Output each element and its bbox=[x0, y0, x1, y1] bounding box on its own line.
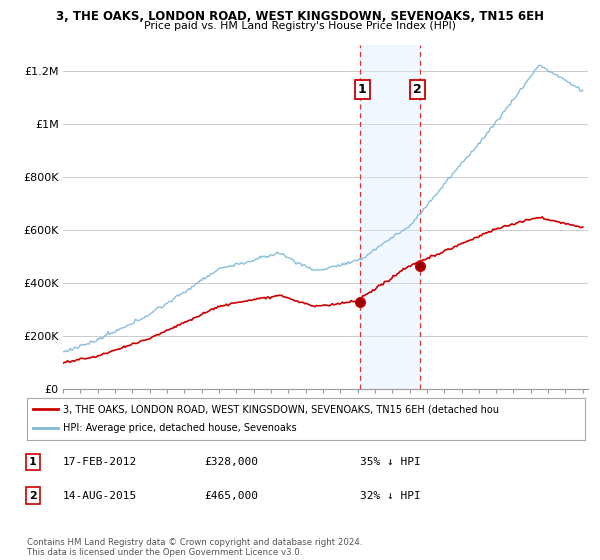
Text: £328,000: £328,000 bbox=[204, 457, 258, 467]
Text: Contains HM Land Registry data © Crown copyright and database right 2024.
This d: Contains HM Land Registry data © Crown c… bbox=[27, 538, 362, 557]
Bar bbox=[359, 45, 420, 389]
Text: 2: 2 bbox=[29, 491, 37, 501]
Text: 35% ↓ HPI: 35% ↓ HPI bbox=[360, 457, 421, 467]
Text: 3, THE OAKS, LONDON ROAD, WEST KINGSDOWN, SEVENOAKS, TN15 6EH: 3, THE OAKS, LONDON ROAD, WEST KINGSDOWN… bbox=[56, 10, 544, 23]
Text: £465,000: £465,000 bbox=[204, 491, 258, 501]
Text: HPI: Average price, detached house, Sevenoaks: HPI: Average price, detached house, Seve… bbox=[63, 423, 297, 433]
Text: 14-AUG-2015: 14-AUG-2015 bbox=[63, 491, 137, 501]
Text: 2: 2 bbox=[413, 83, 422, 96]
Text: Price paid vs. HM Land Registry's House Price Index (HPI): Price paid vs. HM Land Registry's House … bbox=[144, 21, 456, 31]
Text: 3, THE OAKS, LONDON ROAD, WEST KINGSDOWN, SEVENOAKS, TN15 6EH (detached hou: 3, THE OAKS, LONDON ROAD, WEST KINGSDOWN… bbox=[63, 404, 499, 414]
Text: 32% ↓ HPI: 32% ↓ HPI bbox=[360, 491, 421, 501]
Text: 17-FEB-2012: 17-FEB-2012 bbox=[63, 457, 137, 467]
Text: 1: 1 bbox=[29, 457, 37, 467]
Text: 1: 1 bbox=[358, 83, 367, 96]
